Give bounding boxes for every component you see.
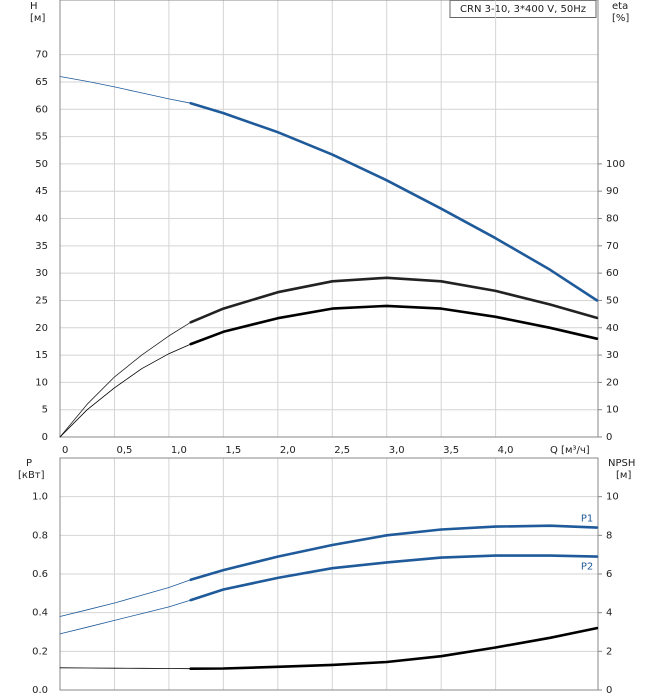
- y2-tick-label: 80: [606, 214, 619, 225]
- y2-tick-label: 0: [606, 432, 612, 443]
- x-label: Q [м³/ч]: [550, 445, 590, 456]
- curve-duty: [189, 101, 599, 302]
- y-tick-label: 70: [35, 50, 48, 61]
- y-tick-label: 35: [35, 241, 48, 252]
- y-label: H: [30, 1, 38, 12]
- x-tick-label: 4,0: [498, 445, 514, 456]
- x-tick-label: 3,5: [443, 445, 459, 456]
- y2-tick-label: 8: [606, 530, 612, 541]
- x-tick-label: 3,0: [389, 445, 405, 456]
- x-tick-label: 1,0: [171, 445, 187, 456]
- plot-frame: [59, 457, 599, 691]
- y-label: P: [26, 458, 32, 469]
- y2-tick-label: 100: [606, 159, 625, 170]
- y2-tick-label: 0: [606, 685, 612, 696]
- y-tick-label: 0.8: [32, 530, 48, 541]
- y-unit: [м]: [30, 13, 45, 24]
- y2-tick-label: 90: [606, 186, 619, 197]
- y-tick-label: 45: [35, 186, 48, 197]
- curve-duty: [189, 554, 599, 602]
- curve-thin: [59, 277, 598, 438]
- y2-tick-label: 20: [606, 377, 619, 388]
- y-tick-label: 5: [42, 405, 48, 416]
- plot-frame: [59, 0, 599, 438]
- curve-duty: [189, 276, 599, 324]
- y-tick-label: 65: [35, 77, 48, 88]
- y2-tick-label: 10: [606, 492, 619, 503]
- curve-thin: [59, 525, 598, 617]
- y2-tick-label: 40: [606, 323, 619, 334]
- x-tick-label: 1,5: [225, 445, 241, 456]
- y2-tick-label: 70: [606, 241, 619, 252]
- curve-thin: [59, 305, 598, 438]
- y-tick-label: 40: [35, 214, 48, 225]
- y2-tick-label: 6: [606, 569, 612, 580]
- y2-tick-label: 50: [606, 295, 619, 306]
- y-tick-label: 30: [35, 268, 48, 279]
- x-tick-label: 0,5: [116, 445, 132, 456]
- y-tick-label: 20: [35, 323, 48, 334]
- y2-label: eta: [612, 1, 628, 12]
- y2-tick-label: 4: [606, 608, 612, 619]
- curve-thin: [59, 555, 598, 635]
- y-tick-label: 15: [35, 350, 48, 361]
- y-tick-label: 25: [35, 295, 48, 306]
- y2-tick-label: 2: [606, 646, 612, 657]
- x-tick-label: 2,0: [280, 445, 296, 456]
- y-tick-label: 10: [35, 377, 48, 388]
- y-tick-label: 0: [42, 432, 48, 443]
- y-tick-label: 50: [35, 159, 48, 170]
- y-tick-label: 55: [35, 132, 48, 143]
- y-tick-label: 0.6: [32, 569, 48, 580]
- legend-text: CRN 3-10, 3*400 V, 50Hz: [460, 4, 586, 15]
- curve-label: P1: [581, 514, 593, 525]
- y-tick-label: 0.4: [32, 608, 48, 619]
- curve-duty: [189, 524, 599, 582]
- x-tick-label: 2,5: [334, 445, 350, 456]
- y-unit: [кВт]: [18, 470, 45, 481]
- y2-unit: [%]: [612, 13, 629, 24]
- y2-tick-label: 10: [606, 405, 619, 416]
- y2-label: NPSH: [608, 458, 635, 469]
- y2-tick-label: 30: [606, 350, 619, 361]
- curve-thin: [59, 627, 598, 670]
- y2-unit: [м]: [616, 470, 631, 481]
- curve-duty: [189, 304, 599, 346]
- curve-duty: [189, 626, 599, 670]
- y-tick-label: 1.0: [32, 492, 48, 503]
- curve-label: P2: [581, 562, 593, 573]
- y-tick-label: 0.0: [32, 685, 48, 696]
- curve-thin: [59, 76, 598, 301]
- y-tick-label: 60: [35, 104, 48, 115]
- x-tick-label: 0: [62, 445, 68, 456]
- y-tick-label: 0.2: [32, 646, 48, 657]
- y2-tick-label: 60: [606, 268, 619, 279]
